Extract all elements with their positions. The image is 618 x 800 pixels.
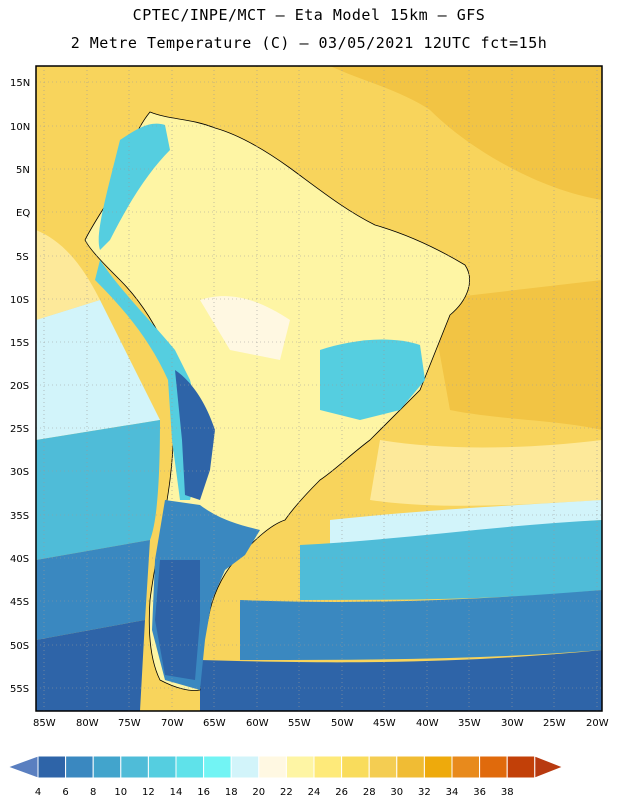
brazil-highlands-cool: [320, 339, 425, 420]
lat-label: 10N: [10, 122, 30, 133]
lat-label: 5N: [16, 165, 30, 176]
colorbar-label: 12: [142, 787, 155, 798]
colorbar-swatch: [65, 755, 94, 779]
lon-label: 30W: [501, 718, 524, 729]
lat-label: 50S: [10, 641, 29, 652]
lon-label: 70W: [161, 718, 184, 729]
lat-label: 15S: [10, 338, 29, 349]
colorbar-label: 32: [418, 787, 431, 798]
lat-label: 25S: [10, 424, 29, 435]
colorbar-label: 20: [252, 787, 265, 798]
colorbar-label: 14: [170, 787, 183, 798]
colorbar-swatch: [92, 755, 122, 779]
colorbar-label: 18: [225, 787, 238, 798]
colorbar-label: 10: [114, 787, 127, 798]
colorbar-label: 30: [390, 787, 403, 798]
colorbar-swatch: [230, 755, 260, 779]
colorbar-arrow-low: [6, 755, 39, 779]
andes-high-core: [175, 370, 215, 500]
lat-label: 10S: [10, 295, 29, 306]
colorbar-label: 38: [501, 787, 514, 798]
lat-label: 30S: [10, 467, 29, 478]
lon-label: 80W: [76, 718, 99, 729]
lat-label: 5S: [16, 252, 29, 263]
ocean-band-warmer: [330, 66, 602, 200]
colorbar-label: 22: [280, 787, 293, 798]
colorbar-swatch: [479, 755, 508, 779]
colorbar-swatch: [313, 755, 343, 779]
colorbar-swatch: [147, 755, 177, 779]
land-mild-zone: [200, 296, 290, 360]
latitude-labels: 15N 10N 5N EQ 5S 10S 15S 20S 25S 30S 35S…: [10, 78, 30, 695]
lon-label: 75W: [118, 718, 141, 729]
lat-label: 45S: [10, 597, 29, 608]
lon-label: 40W: [416, 718, 439, 729]
lat-label: 35S: [10, 511, 29, 522]
colorbar-swatch: [341, 755, 370, 779]
map-field: [36, 66, 602, 711]
lat-label: 55S: [10, 684, 29, 695]
lon-label: 25W: [543, 718, 566, 729]
lon-label: 60W: [246, 718, 269, 729]
patagonia-coldest: [155, 560, 200, 680]
colorbar-label: 4: [35, 787, 41, 798]
lon-label: 55W: [288, 718, 311, 729]
colorbar-label: 16: [197, 787, 210, 798]
colorbar-swatch: [368, 755, 398, 779]
colorbar-label: 24: [308, 787, 321, 798]
colorbar: [6, 755, 565, 779]
ocean-band-colder: [36, 540, 602, 660]
lon-label: 20W: [586, 718, 609, 729]
colorbar-swatch: [423, 755, 453, 779]
colorbar-swatch: [175, 755, 205, 779]
lon-label: 50W: [331, 718, 354, 729]
lon-label: 45W: [373, 718, 396, 729]
ocean-band-cold: [36, 420, 602, 600]
colorbar-label: 8: [90, 787, 96, 798]
colorbar-swatch: [120, 755, 149, 779]
map-title: CPTEC/INPE/MCT – Eta Model 15km – GFS: [132, 6, 486, 24]
lat-label: 20S: [10, 381, 29, 392]
colorbar-swatch: [258, 755, 287, 779]
lon-label: 65W: [203, 718, 226, 729]
ocean-band-cool: [36, 300, 602, 545]
map-subtitle: 2 Metre Temperature (C) – 03/05/2021 12U…: [70, 34, 548, 52]
colorbar-label: 34: [446, 787, 459, 798]
colorbar-label: 36: [473, 787, 486, 798]
lat-label: 40S: [10, 554, 29, 565]
lon-label: 35W: [458, 718, 481, 729]
colorbar-swatch: [451, 755, 481, 779]
ocean-band-mild: [36, 230, 602, 506]
map-frame: [35, 65, 603, 712]
lat-label: EQ: [16, 208, 30, 219]
colorbar-label: 6: [62, 787, 68, 798]
colorbar-swatch: [396, 755, 425, 779]
colorbar-swatch: [285, 755, 315, 779]
colorbar-swatch: [203, 755, 232, 779]
colorbar-labels: 4 6 8 10 12 14 16 18 20 22 24 26 28 30 32 34 36 38: [35, 787, 514, 798]
andes-ridge: [95, 123, 200, 500]
colorbar-swatch: [37, 755, 67, 779]
longitude-labels: 85W 80W 75W 70W 65W 60W 55W 50W 45W 40W …: [33, 718, 609, 729]
lat-label: 15N: [10, 78, 30, 89]
colorbar-arrow-high: [534, 755, 565, 779]
colorbar-swatch: [506, 755, 536, 779]
ocean-band-atlantic-warm: [430, 280, 602, 430]
lon-label: 85W: [33, 718, 56, 729]
colorbar-label: 28: [363, 787, 376, 798]
colorbar-label: 26: [335, 787, 348, 798]
